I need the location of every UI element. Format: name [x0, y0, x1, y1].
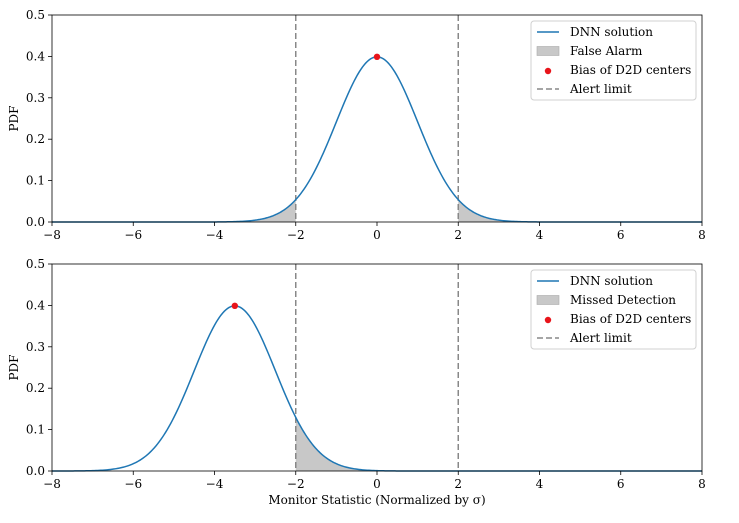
legend-frame: [530, 20, 697, 101]
y-tick-label: 0.3: [26, 340, 45, 354]
x-tick-label: 2: [454, 228, 462, 242]
legend-patch-swatch: [536, 295, 560, 305]
legend-label: Bias of D2D centers: [570, 312, 691, 326]
x-tick-label: 0: [373, 477, 381, 491]
chart-panel-1: −8 −6 −4 −2 0 2 4 6 8 0.0 0.1 0.2 0.3 0.4 0.5 PDF DNN so…: [7, 8, 706, 242]
shaded-region: [295, 417, 702, 471]
x-tick-label: 6: [617, 228, 625, 242]
data-point: [373, 53, 381, 61]
y-tick-label: 0.2: [26, 381, 45, 395]
legend-marker-swatch: [544, 67, 552, 75]
x-tick-label: 8: [698, 477, 706, 491]
y-tick-label: 0.1: [26, 174, 45, 188]
x-tick-label: −2: [287, 228, 305, 242]
y-tick-label: 0.2: [26, 132, 45, 146]
y-tick-label: 0.0: [26, 215, 45, 229]
x-axis-label: Monitor Statistic (Normalized by σ): [268, 493, 485, 507]
x-tick-label: −6: [124, 228, 142, 242]
y-tick-label: 0.5: [26, 257, 45, 271]
legend-label: Alert limit: [569, 331, 632, 345]
y-tick-label: 0.4: [26, 49, 45, 63]
x-tick-label: 0: [373, 228, 381, 242]
x-tick-label: −2: [287, 477, 305, 491]
x-tick-label: 6: [617, 477, 625, 491]
legend-label: Bias of D2D centers: [570, 63, 691, 77]
shaded-region: [458, 199, 702, 222]
x-tick-label: 8: [698, 228, 706, 242]
y-tick-label: 0.4: [26, 298, 45, 312]
x-tick-label: −4: [206, 228, 224, 242]
chart-panel-2: −8 −6 −4 −2 0 2 4 6 8 0.0 0.1 0.2 0.3 0.4 0.5 PDF Monito…: [7, 257, 706, 507]
x-tick-label: −8: [43, 477, 61, 491]
legend-label: DNN solution: [570, 274, 653, 288]
y-axis-label: PDF: [7, 105, 21, 131]
legend: DNN solution False Alarm Bias of D2D cente…: [530, 20, 697, 101]
legend-frame: [530, 269, 697, 350]
legend-label: Missed Detection: [570, 293, 676, 307]
shaded-region: [52, 199, 296, 222]
data-point: [231, 302, 239, 310]
y-axis-label: PDF: [7, 354, 21, 380]
x-tick-label: −6: [124, 477, 142, 491]
y-tick-label: 0.1: [26, 423, 45, 437]
x-tick-label: 2: [454, 477, 462, 491]
legend-marker-swatch: [544, 316, 552, 324]
y-tick-label: 0.5: [26, 8, 45, 22]
legend-label: False Alarm: [570, 44, 643, 58]
x-tick-label: −8: [43, 228, 61, 242]
x-tick-label: 4: [536, 228, 544, 242]
legend: DNN solution Missed Detection Bias of D2D …: [530, 269, 697, 350]
y-tick-label: 0.3: [26, 91, 45, 105]
x-tick-label: 4: [536, 477, 544, 491]
legend-label: Alert limit: [569, 82, 632, 96]
legend-patch-swatch: [536, 46, 560, 56]
legend-label: DNN solution: [570, 25, 653, 39]
x-tick-label: −4: [206, 477, 224, 491]
y-tick-label: 0.0: [26, 464, 45, 478]
